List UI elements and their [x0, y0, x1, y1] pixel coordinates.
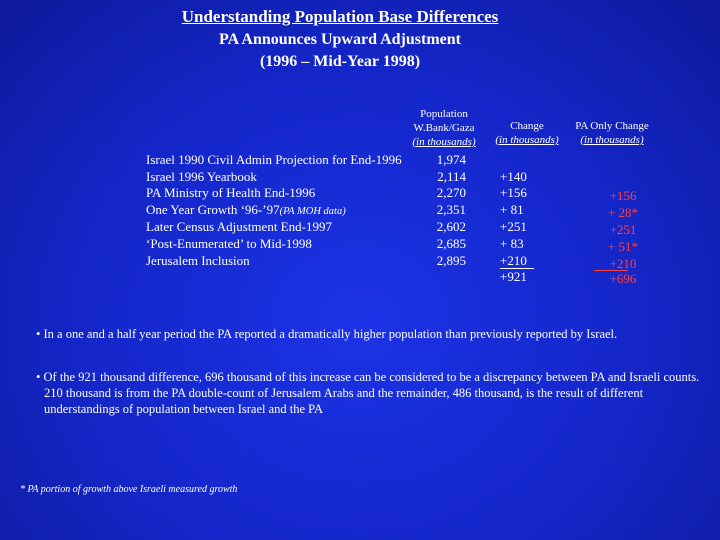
slide-period: (1996 – Mid-Year 1998) — [259, 53, 421, 70]
pa-change-value: +210 — [609, 256, 637, 271]
slide-title: Understanding Population Base Difference… — [181, 7, 499, 26]
change-value: +251 — [500, 219, 527, 234]
change-header-line1: Change — [510, 120, 544, 132]
population-value: 2,351 — [436, 202, 466, 217]
pa-only-header-unit: (in thousands) — [580, 134, 644, 146]
table-row-label: Israel 1990 Civil Admin Projection for E… — [146, 152, 402, 167]
bullet-point: • In a one and a half year period the PA… — [36, 327, 618, 341]
pa-change-value: +156 — [609, 188, 637, 203]
population-value: 2,114 — [437, 169, 466, 184]
pa-sum-rule — [594, 270, 628, 271]
change-value: +140 — [500, 169, 527, 184]
table-row-label: Later Census Adjustment End-1997 — [146, 219, 332, 234]
change-value: +210 — [500, 253, 527, 268]
change-value: + 81 — [500, 202, 524, 217]
population-value: 2,895 — [436, 253, 466, 268]
population-value: 2,602 — [436, 219, 466, 234]
population-value: 2,685 — [436, 236, 466, 251]
row-label-note: (PA MOH data) — [279, 206, 346, 217]
pa-change-value: +251 — [609, 222, 637, 237]
population-header: Population W.Bank/Gaza (in thousands) — [400, 107, 488, 149]
pa-only-header: PA Only Change (in thousands) — [566, 119, 658, 147]
bullet-point: • Of the 921 thousand difference, 696 th… — [36, 370, 700, 416]
population-header-line1: Population — [420, 108, 468, 120]
footnote: * PA portion of growth above Israeli mea… — [20, 484, 238, 495]
table-row-label: ‘Post-Enumerated’ to Mid-1998 — [146, 236, 312, 251]
pa-change-value: + 28* — [607, 205, 639, 220]
pa-only-header-line1: PA Only Change — [575, 120, 649, 132]
change-sum-rule — [500, 268, 534, 269]
table-row-label: PA Ministry of Health End-1996 — [146, 185, 316, 200]
slide-subtitle: PA Announces Upward Adjustment — [219, 31, 461, 48]
table-row-label: Israel 1996 Yearbook — [146, 169, 257, 184]
population-header-line2: W.Bank/Gaza — [413, 122, 475, 134]
table-row-label: Jerusalem Inclusion — [146, 253, 250, 268]
change-value: + 83 — [500, 236, 524, 251]
pa-change-value: + 51* — [607, 239, 639, 254]
change-header-unit: (in thousands) — [495, 134, 559, 146]
pa-change-total: +696 — [609, 271, 637, 286]
change-header: Change (in thousands) — [488, 119, 566, 147]
population-header-unit: (in thousands) — [412, 136, 476, 148]
population-value: 1,974 — [436, 152, 466, 167]
change-value: +156 — [500, 185, 527, 200]
population-value: 2,270 — [436, 185, 466, 200]
row-label-text: One Year Growth ‘96-’97 — [146, 202, 280, 217]
change-total: +921 — [500, 269, 527, 284]
table-row-label: One Year Growth ‘96-’97(PA MOH data) — [146, 201, 346, 220]
